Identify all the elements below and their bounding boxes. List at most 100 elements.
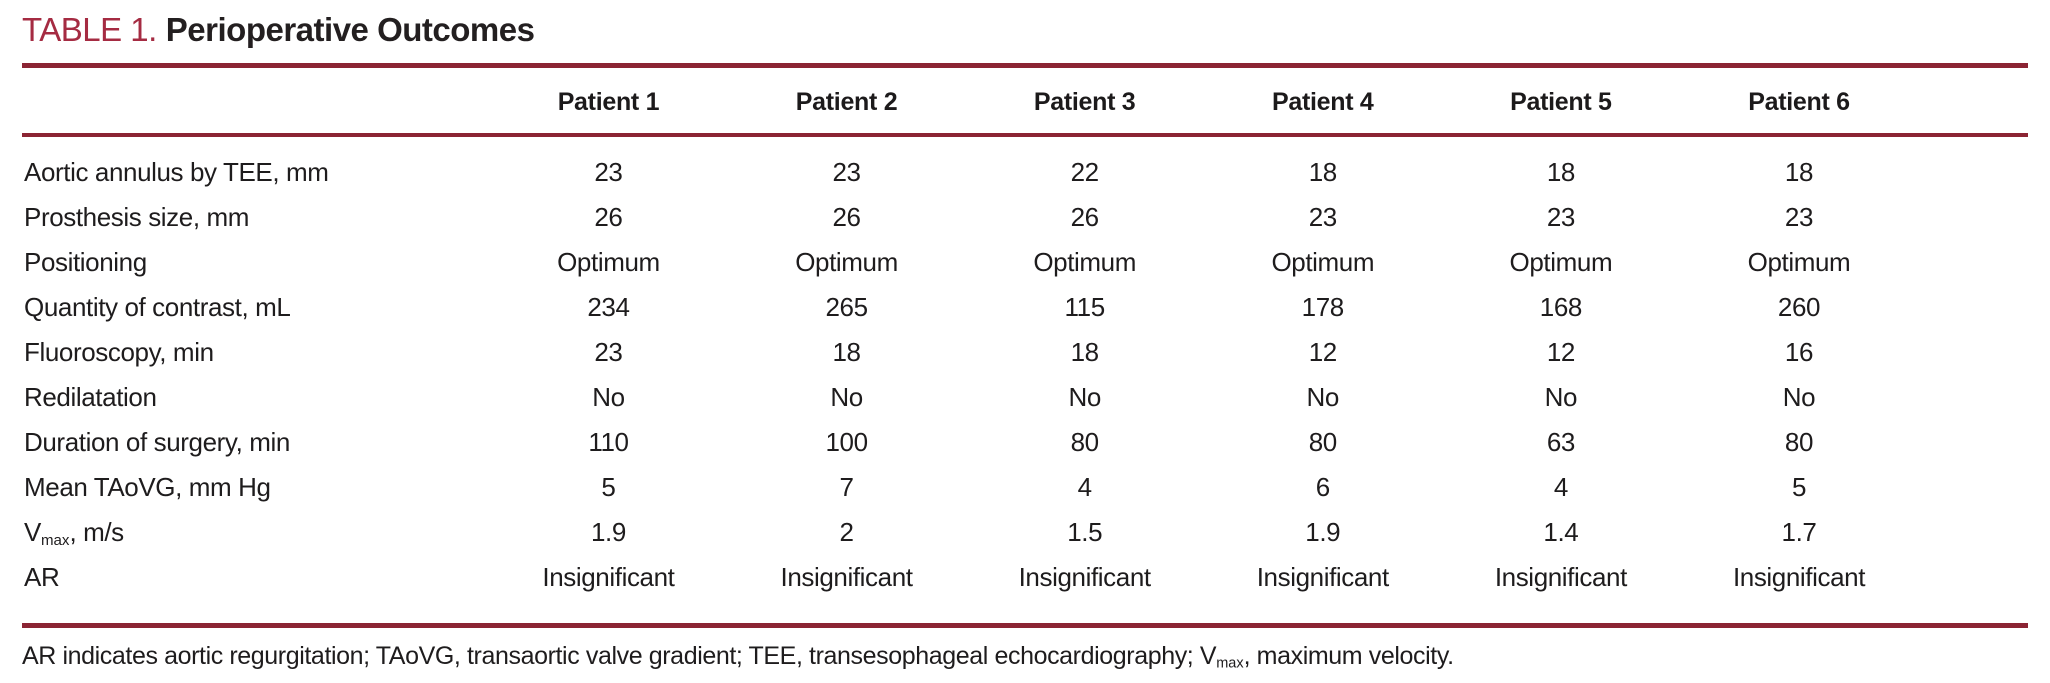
cell-value: Insignificant <box>1732 562 1866 592</box>
cell-value: Insignificant <box>780 562 914 592</box>
cell-value: 4 <box>1077 472 1092 502</box>
header-row: Patient 1 Patient 2 Patient 3 Patient 4 … <box>22 68 2028 137</box>
row-label: Vmax, m/s <box>22 510 489 555</box>
cell-value: 23 <box>832 157 861 187</box>
column-header-patient-2: Patient 2 <box>727 68 966 137</box>
spacer-cell <box>1918 375 2028 420</box>
top-rule <box>22 63 2028 68</box>
cell-value: 1.4 <box>1543 517 1579 547</box>
footnote-text: , maximum velocity. <box>1243 642 1454 670</box>
cell-value: No <box>1306 382 1340 412</box>
cell-value: 6 <box>1315 472 1330 502</box>
table-row-fluoroscopy: Fluoroscopy, min 23 18 18 12 12 16 <box>22 330 2028 375</box>
header-spacer-cell <box>1918 68 2028 137</box>
cell-value: 2 <box>839 517 854 547</box>
table-row-duration-of-surgery: Duration of surgery, min 110 100 80 80 6… <box>22 420 2028 465</box>
column-header-patient-5: Patient 5 <box>1441 68 1680 137</box>
cell-value: 234 <box>587 292 630 322</box>
row-label: Aortic annulus by TEE, mm <box>24 157 329 187</box>
cell-value: 23 <box>594 157 623 187</box>
cell-value: No <box>1782 382 1816 412</box>
row-label: Duration of surgery, min <box>24 427 290 457</box>
cell-value: 26 <box>1070 202 1100 232</box>
footnote-vmax-subscript: max <box>1216 655 1244 672</box>
vmax-symbol: V <box>24 517 41 547</box>
cell-value: Insignificant <box>1018 562 1152 592</box>
cell-value: No <box>830 382 863 412</box>
vmax-subscript: max <box>40 531 70 549</box>
cell-value: No <box>1544 382 1578 412</box>
column-header-patient-6: Patient 6 <box>1679 68 1919 137</box>
cell-value: No <box>1068 382 1101 412</box>
spacer-cell <box>1918 465 2028 510</box>
table-row-positioning: Positioning Optimum Optimum Optimum Opti… <box>22 240 2028 285</box>
spacer-cell <box>1918 285 2028 330</box>
cell-value: 110 <box>588 427 629 457</box>
spacer-cell <box>1918 195 2028 240</box>
cell-value: 4 <box>1553 472 1568 502</box>
cell-value: Optimum <box>557 247 660 277</box>
bottom-rule <box>22 623 2028 628</box>
table-title: TABLE 1. Perioperative Outcomes <box>22 10 2028 50</box>
spacer-cell <box>1918 555 2028 611</box>
cell-value: 26 <box>594 202 623 232</box>
row-label: AR <box>24 562 60 592</box>
cell-value: 5 <box>601 472 616 502</box>
table-row-vmax: Vmax, m/s 1.9 2 1.5 1.9 1.4 1.7 <box>22 510 2028 555</box>
table-row-redilatation: Redilatation No No No No No No <box>22 375 2028 420</box>
cell-value: 18 <box>1546 157 1576 187</box>
cell-value: 1.5 <box>1067 517 1103 547</box>
cell-value: 1.7 <box>1781 517 1817 547</box>
cell-value: 18 <box>1070 337 1100 367</box>
cell-value: 260 <box>1777 292 1821 322</box>
table-row-prosthesis-size: Prosthesis size, mm 26 26 26 23 23 23 <box>22 195 2028 240</box>
cell-value: 5 <box>1791 472 1807 502</box>
cell-value: 12 <box>1546 337 1576 367</box>
cell-value: 63 <box>1546 427 1576 457</box>
cell-value: Insignificant <box>1256 562 1390 592</box>
vmax-unit: , m/s <box>69 517 124 547</box>
cell-value: 23 <box>1546 202 1576 232</box>
outcomes-table: Patient 1 Patient 2 Patient 3 Patient 4 … <box>22 68 2028 611</box>
row-label: Mean TAoVG, mm Hg <box>24 472 271 502</box>
cell-value: 18 <box>1308 157 1338 187</box>
spacer-cell <box>1918 240 2028 285</box>
cell-value: Optimum <box>1747 247 1851 277</box>
table-name: Perioperative Outcomes <box>165 11 535 48</box>
row-label: Prosthesis size, mm <box>24 202 250 232</box>
cell-value: Optimum <box>1271 247 1375 277</box>
table-footnote: AR indicates aortic regurgitation; TAoVG… <box>22 642 2028 671</box>
column-header-patient-1: Patient 1 <box>489 68 728 137</box>
cell-value: 265 <box>825 292 868 322</box>
cell-value: 23 <box>594 337 623 367</box>
spacer-cell <box>1918 330 2028 375</box>
row-label: Fluoroscopy, min <box>24 337 214 367</box>
row-label: Redilatation <box>24 382 157 412</box>
spacer-cell <box>1918 135 2028 195</box>
cell-value: Optimum <box>1509 247 1613 277</box>
cell-value: 16 <box>1784 337 1814 367</box>
table-number: TABLE 1. <box>22 11 157 48</box>
row-label: Quantity of contrast, mL <box>24 292 291 322</box>
cell-value: 22 <box>1070 157 1100 187</box>
cell-value: 80 <box>1308 427 1338 457</box>
cell-value: 7 <box>839 472 854 502</box>
table-row-ar: AR Insignificant Insignificant Insignifi… <box>22 555 2028 611</box>
spacer-cell <box>1918 510 2028 555</box>
cell-value: 23 <box>1308 202 1338 232</box>
spacer-cell <box>1918 420 2028 465</box>
cell-value: 178 <box>1301 292 1345 322</box>
cell-value: Optimum <box>795 247 898 277</box>
cell-value: 80 <box>1784 427 1814 457</box>
cell-value: Insignificant <box>542 562 675 592</box>
cell-value: 12 <box>1308 337 1338 367</box>
cell-value: No <box>592 382 625 412</box>
cell-value: 1.9 <box>1305 517 1341 547</box>
row-label: Positioning <box>24 247 147 277</box>
cell-value: 168 <box>1539 292 1583 322</box>
header-empty-cell <box>22 68 490 137</box>
column-header-patient-4: Patient 4 <box>1203 68 1442 137</box>
cell-value: 100 <box>825 427 868 457</box>
table-row-mean-taovg: Mean TAoVG, mm Hg 5 7 4 6 4 5 <box>22 465 2028 510</box>
